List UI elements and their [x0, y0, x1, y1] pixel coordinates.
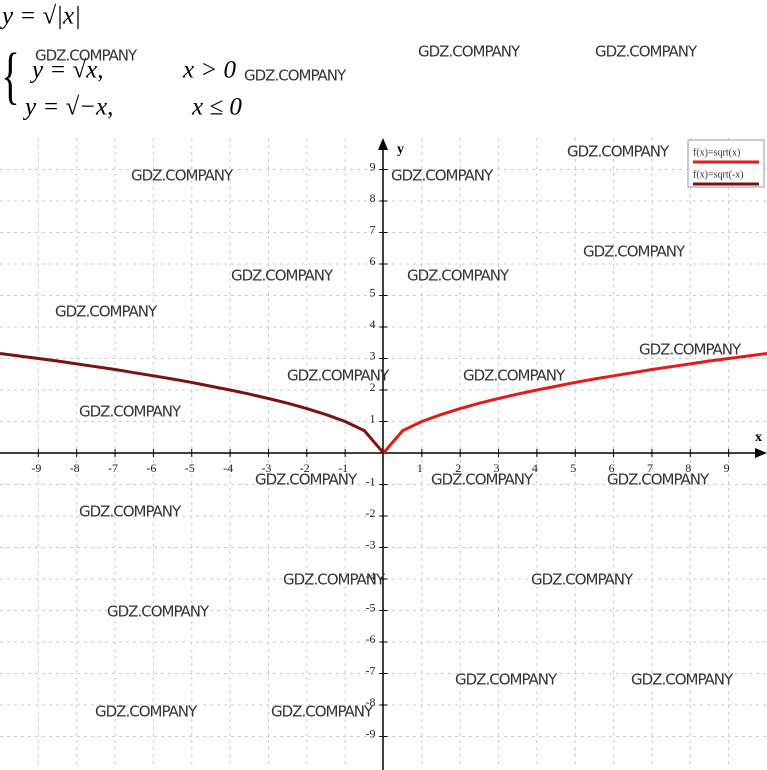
x-tick-label: 6: [609, 461, 615, 475]
x-tick-label: 3: [494, 461, 500, 475]
x-arrow: [755, 448, 767, 458]
watermark: GDZ.COMPANY: [79, 403, 182, 421]
formula: y = √|x|: [0, 3, 81, 30]
watermark: GDZ.COMPANY: [79, 503, 182, 521]
x-tick-label: -2: [300, 461, 310, 475]
x-tick-label: -6: [146, 461, 156, 475]
x-tick-label: 4: [532, 461, 538, 475]
watermark: GDZ.COMPANY: [607, 471, 710, 489]
x-tick-label: -3: [261, 461, 271, 475]
watermark: GDZ.COMPANY: [107, 603, 210, 621]
y-tick-label: -8: [366, 695, 376, 709]
y-tick-label: -5: [366, 600, 376, 614]
x-tick-label: 9: [724, 461, 730, 475]
y-tick-label: 6: [370, 254, 376, 268]
y-tick-label: -6: [366, 632, 376, 646]
watermark: GDZ.COMPANY: [531, 571, 634, 589]
y-tick-label: -1: [366, 474, 376, 488]
watermark: GDZ.COMPANY: [639, 341, 742, 359]
x-tick-label: 7: [647, 461, 653, 475]
y-tick-label: 1: [370, 411, 376, 425]
y-tick-label: -3: [366, 537, 376, 551]
brace: {: [1, 41, 19, 111]
x-tick-label: -8: [70, 461, 80, 475]
watermark: GDZ.COMPANY: [583, 243, 686, 261]
x-tick-label: 8: [685, 461, 691, 475]
y-tick-label: 7: [370, 222, 376, 236]
x-tick-label: -9: [31, 461, 41, 475]
line: [0, 351, 385, 454]
watermark: GDZ.COMPANY: [55, 303, 158, 321]
legend-label: f(x)=sqrt(-x): [693, 169, 744, 180]
watermark: GDZ.COMPANY: [35, 47, 138, 65]
y-axis-label: y: [397, 142, 404, 157]
watermark: GDZ.COMPANY: [391, 167, 494, 185]
x-tick-label: -1: [338, 461, 348, 475]
formula: y = √x,: [29, 57, 104, 84]
y-tick-label: 3: [370, 348, 376, 362]
watermark: GDZ.COMPANY: [255, 471, 358, 489]
formula: x ≤ 0: [191, 94, 242, 121]
x-tick-label: -5: [185, 461, 195, 475]
x-tick-label: 2: [455, 461, 461, 475]
watermark: GDZ.COMPANY: [271, 703, 374, 721]
formula: y = √−x,: [22, 94, 113, 121]
x-tick-label: -4: [223, 461, 233, 475]
watermark: GDZ.COMPANY: [287, 367, 390, 385]
x-axis-label: x: [755, 430, 762, 445]
x-tick-label: 5: [570, 461, 576, 475]
watermark: GDZ.COMPANY: [283, 571, 386, 589]
watermark: GDZ.COMPANY: [244, 67, 347, 85]
line: [382, 351, 767, 454]
y-tick-label: -4: [366, 569, 376, 583]
y-arrow: [378, 138, 388, 150]
watermark: GDZ.COMPANY: [95, 703, 198, 721]
watermark: GDZ.COMPANY: [231, 267, 334, 285]
y-tick-label: -2: [366, 506, 376, 520]
watermark: GDZ.COMPANY: [455, 671, 558, 689]
y-tick-label: 4: [370, 317, 376, 331]
watermark: GDZ.COMPANY: [631, 671, 734, 689]
y-tick-label: 5: [370, 285, 376, 299]
x-tick-label: 1: [417, 461, 423, 475]
watermark: GDZ.COMPANY: [131, 167, 234, 185]
watermark: GDZ.COMPANY: [418, 43, 521, 61]
y-tick-label: 9: [370, 159, 376, 173]
watermark: GDZ.COMPANY: [567, 143, 670, 161]
y-tick-label: 8: [370, 191, 376, 205]
y-tick-label: -9: [366, 726, 376, 740]
legend-label: f(x)=sqrt(x): [693, 147, 740, 158]
watermark: GDZ.COMPANY: [431, 471, 534, 489]
y-tick-label: -7: [366, 663, 376, 677]
y-tick-label: 2: [370, 380, 376, 394]
watermark: GDZ.COMPANY: [463, 367, 566, 385]
x-tick-label: -7: [108, 461, 118, 475]
watermark: GDZ.COMPANY: [407, 267, 510, 285]
formula: x > 0: [182, 57, 236, 84]
watermark: GDZ.COMPANY: [595, 43, 698, 61]
